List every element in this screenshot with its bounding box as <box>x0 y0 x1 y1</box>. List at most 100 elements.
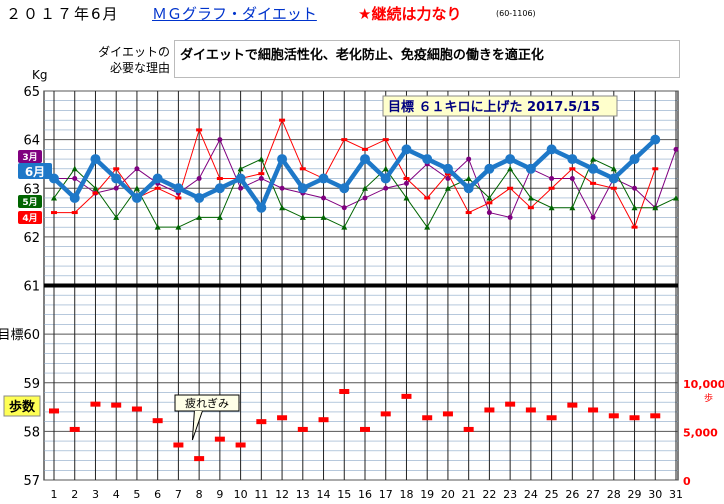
series-point <box>363 195 368 200</box>
steps-point <box>381 411 391 416</box>
steps-point <box>70 427 80 432</box>
steps-label: 歩数 <box>9 399 36 415</box>
series-point <box>526 164 536 174</box>
x-tick-label: 15 <box>337 488 351 501</box>
x-tick-label: 27 <box>586 488 600 501</box>
series-point <box>111 174 121 184</box>
steps-point <box>49 408 59 413</box>
series-point <box>341 138 347 141</box>
x-tick-label: 12 <box>275 488 289 501</box>
series-point <box>217 137 222 142</box>
series-point <box>466 211 472 214</box>
x-tick-label: 20 <box>441 488 455 501</box>
series-point <box>404 181 409 186</box>
x-tick-label: 30 <box>648 488 662 501</box>
series-point <box>72 211 78 214</box>
x-tick-label: 10 <box>234 488 248 501</box>
series-point <box>114 186 119 191</box>
series-point <box>197 176 202 181</box>
series-point <box>652 167 658 170</box>
series-point <box>360 154 370 164</box>
y-tick-label: 61 <box>23 280 40 295</box>
steps-point <box>132 407 142 412</box>
y-tick-label: 62 <box>23 231 40 246</box>
series-point <box>424 196 430 199</box>
series-point <box>611 187 617 190</box>
y-tick-label: 57 <box>23 474 40 489</box>
series-point <box>403 177 409 180</box>
steps-point <box>111 403 121 408</box>
series-point <box>443 164 453 174</box>
goal-box-text: 目標 ６１キロに上げた 2017.5/15 <box>388 99 600 115</box>
steps-point <box>153 418 163 423</box>
x-tick-label: 16 <box>358 488 372 501</box>
series-point <box>508 215 513 220</box>
x-tick-label: 9 <box>216 488 223 501</box>
x-tick-label: 26 <box>565 488 579 501</box>
x-tick-label: 19 <box>420 488 434 501</box>
x-tick-label: 8 <box>196 488 203 501</box>
series-point <box>238 186 243 191</box>
steps-point <box>588 407 598 412</box>
x-tick-label: 25 <box>545 488 559 501</box>
x-tick-label: 4 <box>113 488 120 501</box>
series-point <box>484 164 494 174</box>
series-point <box>319 174 329 184</box>
steps-point <box>215 437 225 442</box>
series-point <box>505 154 515 164</box>
legend-tag-label: 5月 <box>22 197 37 208</box>
series-point <box>591 215 596 220</box>
series-point <box>277 154 287 164</box>
steps-point <box>298 427 308 432</box>
series-point <box>258 172 264 175</box>
series-point <box>298 183 308 193</box>
x-tick-label: 3 <box>92 488 99 501</box>
series-point <box>630 154 640 164</box>
series-point <box>70 193 80 203</box>
series-point <box>528 206 534 209</box>
x-tick-label: 24 <box>524 488 538 501</box>
series-point <box>588 164 598 174</box>
x-tick-label: 5 <box>133 488 140 501</box>
series-point <box>547 144 557 154</box>
series-point <box>153 174 163 184</box>
x-tick-label: 29 <box>628 488 642 501</box>
x-tick-label: 17 <box>379 488 393 501</box>
series-point <box>173 183 183 193</box>
series-point <box>569 167 575 170</box>
steps-point <box>630 415 640 420</box>
steps-point <box>443 411 453 416</box>
steps-point <box>90 402 100 407</box>
steps-tick-label: 5,000 <box>683 426 718 439</box>
x-tick-label: 23 <box>503 488 517 501</box>
series-point <box>674 147 679 152</box>
series-point <box>339 183 349 193</box>
series-point <box>362 148 368 151</box>
steps-point <box>505 402 515 407</box>
series-point <box>549 176 554 181</box>
steps-tick-label: 10,000 <box>683 378 724 391</box>
x-tick-label: 11 <box>254 488 268 501</box>
x-tick-label: 1 <box>51 488 58 501</box>
steps-point <box>567 403 577 408</box>
x-tick-label: 28 <box>607 488 621 501</box>
series-point <box>381 174 391 184</box>
steps-tick-label: 0 <box>683 475 691 488</box>
steps-point <box>236 442 246 447</box>
series-point <box>215 183 225 193</box>
series-point <box>90 154 100 164</box>
note-text: 疲れぎみ <box>185 396 229 410</box>
series-point <box>300 167 306 170</box>
x-tick-label: 22 <box>482 488 496 501</box>
steps-point <box>319 417 329 422</box>
series-point <box>132 193 142 203</box>
series-point <box>567 154 577 164</box>
y-tick-label: 目標60 <box>0 328 40 343</box>
steps-unit: 歩 <box>704 392 713 404</box>
steps-point <box>194 456 204 461</box>
y-tick-label: 65 <box>23 85 40 100</box>
series-point <box>486 201 492 204</box>
series-point <box>134 166 139 171</box>
steps-point <box>609 413 619 418</box>
series-point <box>487 210 492 215</box>
